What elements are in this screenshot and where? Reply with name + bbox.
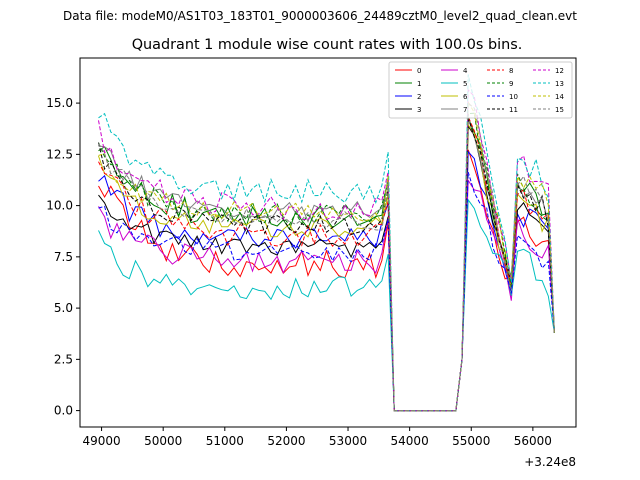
y-tick-label: 7.5 — [54, 250, 73, 264]
x-tick-label: 56000 — [514, 434, 552, 448]
series-line-0 — [98, 149, 555, 412]
legend-label: 8 — [509, 67, 513, 75]
legend-label: 2 — [417, 93, 421, 101]
series-line-2 — [98, 150, 555, 412]
legend-label: 0 — [417, 67, 421, 75]
x-tick-label: 49000 — [82, 434, 120, 448]
y-tick-label: 0.0 — [54, 404, 73, 418]
series-line-8 — [98, 116, 555, 412]
series-line-11 — [98, 117, 555, 412]
axes-frame — [79, 57, 577, 428]
legend-label: 5 — [463, 80, 467, 88]
legend-label: 11 — [509, 106, 518, 114]
series-line-14 — [98, 100, 555, 412]
y-tick-label: 12.5 — [46, 147, 73, 161]
series-line-15 — [98, 102, 555, 412]
y-tick-label: 2.5 — [54, 352, 73, 366]
x-tick-label: 52000 — [267, 434, 305, 448]
series-line-9 — [98, 112, 555, 412]
legend-label: 6 — [463, 93, 468, 101]
series-line-10 — [98, 171, 555, 412]
x-tick-label: 54000 — [391, 434, 429, 448]
x-tick-label: 55000 — [452, 434, 490, 448]
legend-label: 14 — [555, 93, 564, 101]
series-line-13 — [98, 74, 555, 412]
x-tick-label: 53000 — [329, 434, 367, 448]
series-line-1 — [98, 117, 555, 412]
legend-label: 4 — [463, 67, 468, 75]
x-tick-label: 51000 — [206, 434, 244, 448]
legend-label: 9 — [509, 80, 513, 88]
series-line-12 — [98, 88, 555, 412]
legend-label: 3 — [417, 106, 421, 114]
legend-label: 12 — [555, 67, 564, 75]
x-tick-label: 50000 — [144, 434, 182, 448]
x-offset-label: +3.24e8 — [524, 455, 576, 469]
chart-suptitle: Data file: modeM0/AS1T03_183T01_90000036… — [63, 9, 577, 23]
legend-label: 13 — [555, 80, 564, 88]
series-layer — [98, 74, 555, 412]
y-tick-label: 10.0 — [46, 199, 73, 213]
legend-label: 1 — [417, 80, 421, 88]
y-tick-label: 5.0 — [54, 301, 73, 315]
chart-title: Quadrant 1 module wise count rates with … — [132, 37, 523, 53]
y-tick-label: 15.0 — [46, 96, 73, 110]
series-line-4 — [98, 178, 555, 412]
legend-label: 15 — [555, 106, 564, 114]
legend-label: 7 — [463, 106, 467, 114]
legend-label: 10 — [509, 93, 518, 101]
ticks-layer: 49000 50000 51000 52000 53000 54000 55000 56000… — [46, 96, 552, 448]
legend-frame — [388, 61, 573, 119]
series-line-5 — [98, 198, 555, 412]
series-line-7 — [98, 117, 555, 412]
